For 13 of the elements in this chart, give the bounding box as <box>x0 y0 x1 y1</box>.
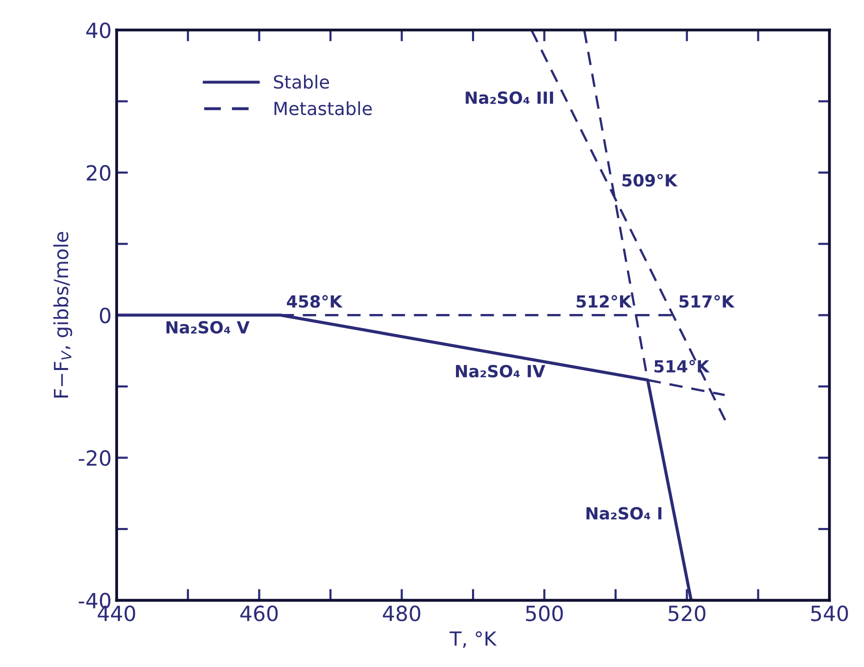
annotation: Na₂SO₄ V <box>166 321 250 334</box>
x-tick-label: 500 <box>526 606 563 622</box>
y-axis-title: F−F$_{V}$, gibbs/mole <box>53 232 72 398</box>
y-tick-label: 40 <box>86 22 110 38</box>
y-tick-label: 0 <box>100 308 110 324</box>
x-tick-label: 460 <box>240 606 278 622</box>
x-axis-title: T, °K <box>450 631 497 648</box>
annotation: Na₂SO₄ I <box>586 506 662 520</box>
x-tick-label: 520 <box>668 606 706 622</box>
y-tick-label: 20 <box>86 165 110 181</box>
y-tick-label: -20 <box>78 450 110 466</box>
x-tick-label: 480 <box>382 606 420 622</box>
x-tick-label: 540 <box>811 606 848 622</box>
